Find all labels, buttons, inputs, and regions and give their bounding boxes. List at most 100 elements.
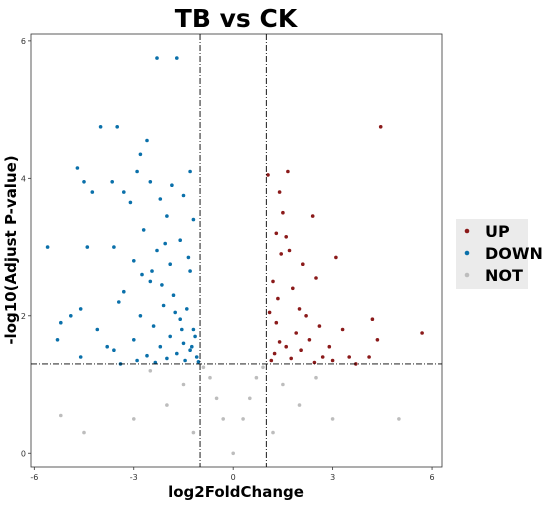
threshold-lines xyxy=(31,34,442,467)
up-point-17 xyxy=(304,314,308,318)
not-point-3 xyxy=(214,396,219,401)
not-point-2 xyxy=(241,417,245,421)
down-point-57 xyxy=(196,360,201,364)
up-point-16 xyxy=(297,307,302,311)
axes: -6 -3 0 3 6 0 2 4 6 xyxy=(21,37,435,482)
down-point-36 xyxy=(168,262,172,267)
legend-down-label: DOWN xyxy=(485,244,543,263)
down-point-28 xyxy=(158,197,163,201)
y-axis-title: -log10(Adjust P-value) xyxy=(2,155,20,344)
down-point-53 xyxy=(145,353,149,358)
not-point-11 xyxy=(165,403,169,407)
down-point-29 xyxy=(181,193,186,198)
legend-up-label: UP xyxy=(485,222,510,241)
up-point-14 xyxy=(291,286,295,291)
down-point-44 xyxy=(178,317,182,322)
up-point-4 xyxy=(281,210,285,215)
up-point-13 xyxy=(271,279,275,284)
y-tick-label-1: 2 xyxy=(21,312,26,321)
x-tick-label-2: 0 xyxy=(231,473,236,482)
down-point-18 xyxy=(59,320,63,325)
not-point-17 xyxy=(59,413,63,418)
up-point-15 xyxy=(276,296,280,301)
not-point-5 xyxy=(208,375,212,380)
up-point-10 xyxy=(301,262,305,267)
x-tick-label-0: -6 xyxy=(30,473,38,482)
up-point-32 xyxy=(272,351,277,356)
up-point-5 xyxy=(274,231,279,236)
down-point-38 xyxy=(148,279,153,284)
down-point-32 xyxy=(141,228,146,232)
not-point-6 xyxy=(254,375,259,380)
up-point-30 xyxy=(294,331,299,335)
x-tick-label-4: 6 xyxy=(430,473,435,482)
down-point-54 xyxy=(194,355,199,359)
down-point-41 xyxy=(161,303,166,308)
down-point-12 xyxy=(170,183,174,187)
up-point-23 xyxy=(420,331,424,335)
up-point-25 xyxy=(367,355,371,359)
down-point-33 xyxy=(178,238,182,242)
not-points-layer xyxy=(59,365,401,456)
down-point-7 xyxy=(75,166,80,170)
down-point-63 xyxy=(173,310,177,315)
legend-not-label: NOT xyxy=(485,266,523,285)
y-tick-label-3: 6 xyxy=(21,37,26,46)
not-point-1 xyxy=(221,417,225,421)
down-point-17 xyxy=(112,245,116,249)
not-point-0 xyxy=(231,451,235,456)
down-point-16 xyxy=(85,245,90,249)
up-point-18 xyxy=(267,310,272,315)
not-point-14 xyxy=(330,417,335,421)
up-point-9 xyxy=(279,252,284,256)
not-point-13 xyxy=(132,417,136,421)
down-point-58 xyxy=(153,360,158,365)
down-point-45 xyxy=(151,324,156,328)
not-point-8 xyxy=(261,365,265,370)
down-point-22 xyxy=(95,327,100,332)
down-point-4 xyxy=(145,138,149,143)
y-tick-label-0: 0 xyxy=(21,449,26,458)
down-point-8 xyxy=(82,180,86,184)
up-point-27 xyxy=(327,344,332,349)
down-point-61 xyxy=(193,334,197,339)
down-point-31 xyxy=(191,217,196,222)
up-point-37 xyxy=(312,360,317,365)
up-point-2 xyxy=(266,173,270,177)
down-point-1 xyxy=(175,56,179,60)
up-point-33 xyxy=(269,358,274,363)
down-point-39 xyxy=(122,289,126,294)
not-point-20 xyxy=(148,369,153,373)
down-point-43 xyxy=(138,314,143,318)
not-point-19 xyxy=(271,430,275,435)
up-point-19 xyxy=(317,324,322,328)
up-point-22 xyxy=(375,338,380,342)
down-point-64 xyxy=(160,283,164,287)
down-point-50 xyxy=(158,344,163,349)
not-point-4 xyxy=(248,396,252,401)
down-point-69 xyxy=(117,300,121,304)
down-point-66 xyxy=(186,255,191,260)
not-point-21 xyxy=(314,375,318,380)
down-point-35 xyxy=(132,259,136,263)
down-point-55 xyxy=(165,356,169,361)
up-point-31 xyxy=(284,344,289,349)
down-point-2 xyxy=(115,125,119,129)
up-point-21 xyxy=(370,317,375,322)
down-point-65 xyxy=(150,269,154,273)
down-point-27 xyxy=(128,200,133,205)
down-point-5 xyxy=(138,152,143,157)
down-point-68 xyxy=(140,272,144,277)
up-point-24 xyxy=(347,355,352,359)
not-point-10 xyxy=(281,382,285,387)
down-point-59 xyxy=(112,348,116,353)
down-point-20 xyxy=(78,307,83,311)
chart-title: TB vs CK xyxy=(175,4,299,33)
down-point-47 xyxy=(168,334,172,339)
up-point-8 xyxy=(287,248,292,253)
up-point-12 xyxy=(314,276,318,280)
down-point-56 xyxy=(183,358,187,363)
down-point-0 xyxy=(155,56,159,60)
